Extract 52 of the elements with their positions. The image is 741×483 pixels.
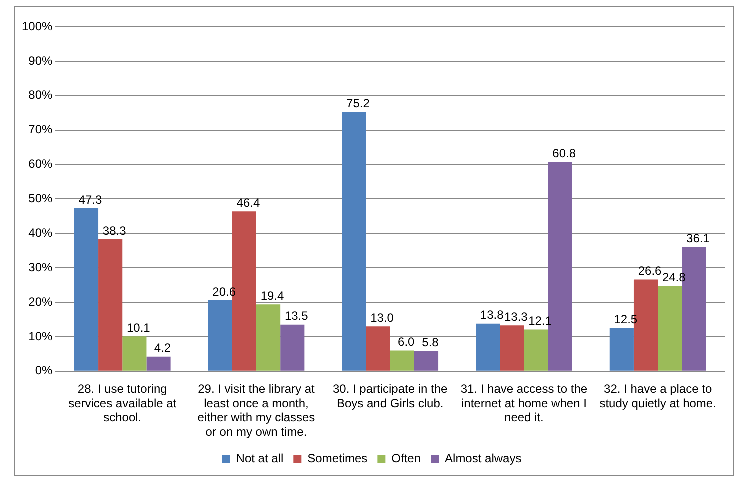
bar bbox=[74, 208, 99, 371]
x-tick-label: 31. I have access to the internet at home when I need it. bbox=[460, 382, 588, 425]
bar bbox=[122, 336, 147, 371]
data-label: 6.0 bbox=[398, 335, 416, 350]
data-label: 36.1 bbox=[686, 231, 710, 246]
x-tick-label: 28. I use tutoring services available at school. bbox=[68, 382, 178, 425]
bar bbox=[280, 324, 305, 371]
bar bbox=[500, 326, 524, 371]
data-label: 26.6 bbox=[638, 264, 662, 278]
bar bbox=[256, 304, 281, 371]
y-tick-label: 10% bbox=[28, 329, 54, 344]
bar bbox=[610, 328, 634, 371]
bar bbox=[476, 324, 500, 371]
data-label: 38.3 bbox=[102, 224, 127, 238]
y-tick-label: 60% bbox=[28, 157, 54, 172]
data-label: 10.1 bbox=[126, 320, 151, 335]
bar bbox=[146, 356, 171, 371]
data-label: 5.8 bbox=[422, 336, 440, 350]
y-tick-label: 30% bbox=[28, 260, 54, 274]
data-label: 47.3 bbox=[78, 192, 102, 207]
bar bbox=[342, 112, 366, 371]
data-label: 13.8 bbox=[480, 308, 504, 322]
x-tick-label: 32. I have a place to study quietly at home. bbox=[600, 382, 716, 410]
data-label: 60.8 bbox=[552, 146, 576, 160]
y-tick-label: 90% bbox=[28, 54, 54, 68]
data-label: 4.2 bbox=[154, 341, 172, 356]
y-tick-label: 100% bbox=[22, 19, 54, 34]
bar bbox=[366, 326, 390, 371]
data-label: 13.0 bbox=[370, 310, 394, 325]
data-label: 19.4 bbox=[260, 288, 285, 303]
bar bbox=[414, 351, 439, 371]
bar bbox=[390, 350, 414, 371]
data-label: 13.5 bbox=[284, 309, 309, 324]
legend-label: Almost always bbox=[445, 451, 522, 466]
y-tick-label: 50% bbox=[28, 192, 54, 206]
bar bbox=[658, 286, 682, 371]
y-tick-label: 40% bbox=[28, 226, 54, 240]
x-tick-label: 30. I participate in the Boys and Girls club. bbox=[332, 382, 448, 410]
bar bbox=[524, 330, 548, 371]
y-tick-label: 0% bbox=[35, 364, 54, 378]
x-tick-label: 29. I visit the library at least once a month, either with my classes or on my own time. bbox=[198, 382, 316, 440]
y-tick-label: 80% bbox=[28, 88, 54, 102]
data-label: 13.3 bbox=[504, 310, 528, 324]
bar bbox=[98, 239, 123, 371]
data-label: 75.2 bbox=[346, 96, 370, 111]
data-label: 46.4 bbox=[236, 196, 260, 210]
legend-label: Not at all bbox=[236, 451, 284, 466]
legend-label: Sometimes bbox=[308, 451, 368, 466]
bar bbox=[208, 300, 232, 371]
y-tick-label: 70% bbox=[28, 122, 54, 137]
y-tick-label: 20% bbox=[28, 294, 54, 309]
legend-label: Often bbox=[392, 451, 422, 466]
